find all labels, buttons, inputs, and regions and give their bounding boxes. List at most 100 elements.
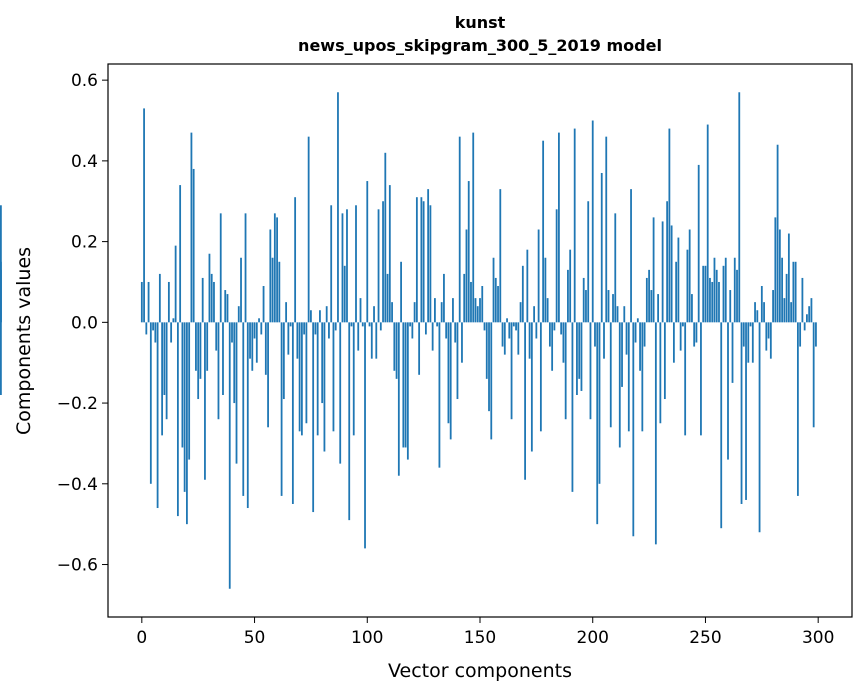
bar — [614, 213, 617, 323]
bar — [346, 209, 348, 323]
bar — [598, 322, 601, 484]
bar — [161, 322, 164, 436]
bar — [321, 322, 324, 404]
bar — [438, 322, 441, 468]
bar — [564, 322, 567, 420]
x-tick-label: 200 — [577, 628, 609, 648]
bar — [291, 322, 294, 504]
bar — [679, 322, 682, 351]
bar — [445, 322, 448, 339]
bar — [215, 322, 218, 351]
bar — [594, 322, 596, 347]
bar — [815, 322, 817, 347]
bar — [650, 290, 653, 323]
bar — [812, 322, 815, 428]
bar — [519, 302, 522, 323]
bar — [237, 306, 240, 323]
bar — [576, 322, 578, 395]
bar — [156, 322, 159, 509]
bar — [607, 290, 610, 323]
bar — [452, 298, 454, 323]
bar — [217, 322, 220, 420]
bar — [176, 322, 179, 517]
bar — [269, 229, 272, 323]
bar — [357, 322, 360, 351]
bar — [535, 322, 538, 339]
bar — [267, 322, 269, 428]
bar — [391, 302, 393, 323]
bar — [418, 322, 421, 375]
bar — [643, 322, 646, 347]
bar — [192, 168, 195, 323]
bar — [573, 128, 576, 323]
bar — [219, 213, 222, 323]
bar — [314, 322, 317, 335]
bar — [654, 322, 657, 545]
bar — [688, 229, 691, 323]
bar — [485, 322, 488, 379]
bar — [443, 273, 445, 323]
bar — [470, 281, 472, 323]
y-tick-label: 0.4 — [71, 152, 98, 172]
bar — [352, 322, 355, 436]
bar — [521, 265, 524, 323]
bar — [627, 322, 630, 432]
x-tick-label: 0 — [136, 628, 147, 648]
bar — [472, 132, 475, 323]
bar — [684, 322, 687, 436]
bar — [246, 322, 249, 509]
bar — [672, 322, 675, 363]
bar — [183, 322, 186, 492]
bar — [195, 322, 197, 371]
bar — [569, 249, 572, 323]
bar — [325, 306, 328, 323]
bar — [722, 265, 725, 323]
plot-frame — [107, 63, 853, 618]
bar — [524, 322, 526, 480]
bar — [395, 322, 398, 379]
bar — [154, 322, 157, 343]
bar — [224, 290, 227, 323]
bar — [244, 213, 247, 323]
bar — [567, 269, 569, 323]
bar — [623, 306, 626, 323]
bar — [636, 318, 639, 323]
bar — [251, 322, 254, 371]
bar — [625, 322, 628, 355]
bar — [808, 306, 811, 323]
bar — [377, 209, 380, 323]
bar — [736, 269, 738, 323]
bar — [551, 322, 554, 371]
chart-subtitle: news_upos_skipgram_300_5_2019 model — [298, 36, 662, 55]
bar — [366, 181, 369, 323]
bar — [767, 322, 770, 339]
bar — [449, 322, 452, 440]
bar — [424, 322, 427, 335]
bar — [754, 302, 756, 323]
y-tick-label: 0.0 — [71, 313, 98, 333]
bar — [337, 92, 339, 323]
bar — [370, 322, 373, 359]
bar — [375, 322, 378, 359]
bar — [803, 322, 806, 331]
bar — [542, 140, 545, 323]
bar — [474, 298, 477, 323]
bar — [760, 286, 763, 323]
x-tick-label: 50 — [244, 628, 266, 648]
bar — [400, 261, 402, 323]
bar — [801, 277, 804, 323]
bar — [280, 322, 283, 496]
bar — [530, 322, 533, 452]
bar — [738, 92, 741, 323]
bar — [208, 253, 211, 323]
bar — [231, 322, 233, 343]
bar — [458, 136, 461, 323]
bar — [264, 322, 267, 375]
bar-series — [0, 92, 817, 589]
bar — [558, 132, 560, 323]
bar — [691, 294, 693, 323]
bar — [181, 322, 184, 448]
bar — [312, 322, 315, 513]
bar — [413, 302, 416, 323]
